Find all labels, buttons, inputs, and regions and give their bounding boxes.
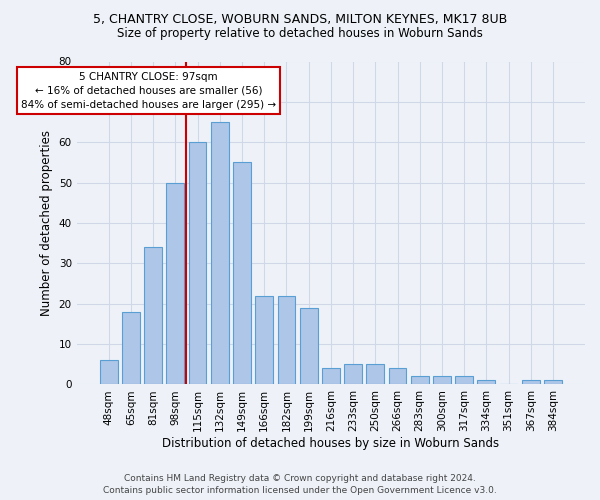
Bar — [522, 380, 539, 384]
Text: Contains HM Land Registry data © Crown copyright and database right 2024.
Contai: Contains HM Land Registry data © Crown c… — [103, 474, 497, 495]
Bar — [188, 142, 206, 384]
Text: Size of property relative to detached houses in Woburn Sands: Size of property relative to detached ho… — [117, 28, 483, 40]
Bar — [478, 380, 495, 384]
X-axis label: Distribution of detached houses by size in Woburn Sands: Distribution of detached houses by size … — [162, 437, 499, 450]
Bar — [100, 360, 118, 384]
Text: 5 CHANTRY CLOSE: 97sqm
← 16% of detached houses are smaller (56)
84% of semi-det: 5 CHANTRY CLOSE: 97sqm ← 16% of detached… — [21, 72, 276, 110]
Bar — [300, 308, 317, 384]
Bar — [166, 182, 184, 384]
Bar — [144, 247, 162, 384]
Bar — [367, 364, 384, 384]
Bar — [322, 368, 340, 384]
Bar — [278, 296, 295, 384]
Bar — [233, 162, 251, 384]
Bar — [122, 312, 140, 384]
Bar — [256, 296, 273, 384]
Bar — [455, 376, 473, 384]
Bar — [544, 380, 562, 384]
Text: 5, CHANTRY CLOSE, WOBURN SANDS, MILTON KEYNES, MK17 8UB: 5, CHANTRY CLOSE, WOBURN SANDS, MILTON K… — [93, 12, 507, 26]
Bar — [211, 122, 229, 384]
Bar — [433, 376, 451, 384]
Bar — [389, 368, 406, 384]
Y-axis label: Number of detached properties: Number of detached properties — [40, 130, 53, 316]
Bar — [344, 364, 362, 384]
Bar — [411, 376, 428, 384]
